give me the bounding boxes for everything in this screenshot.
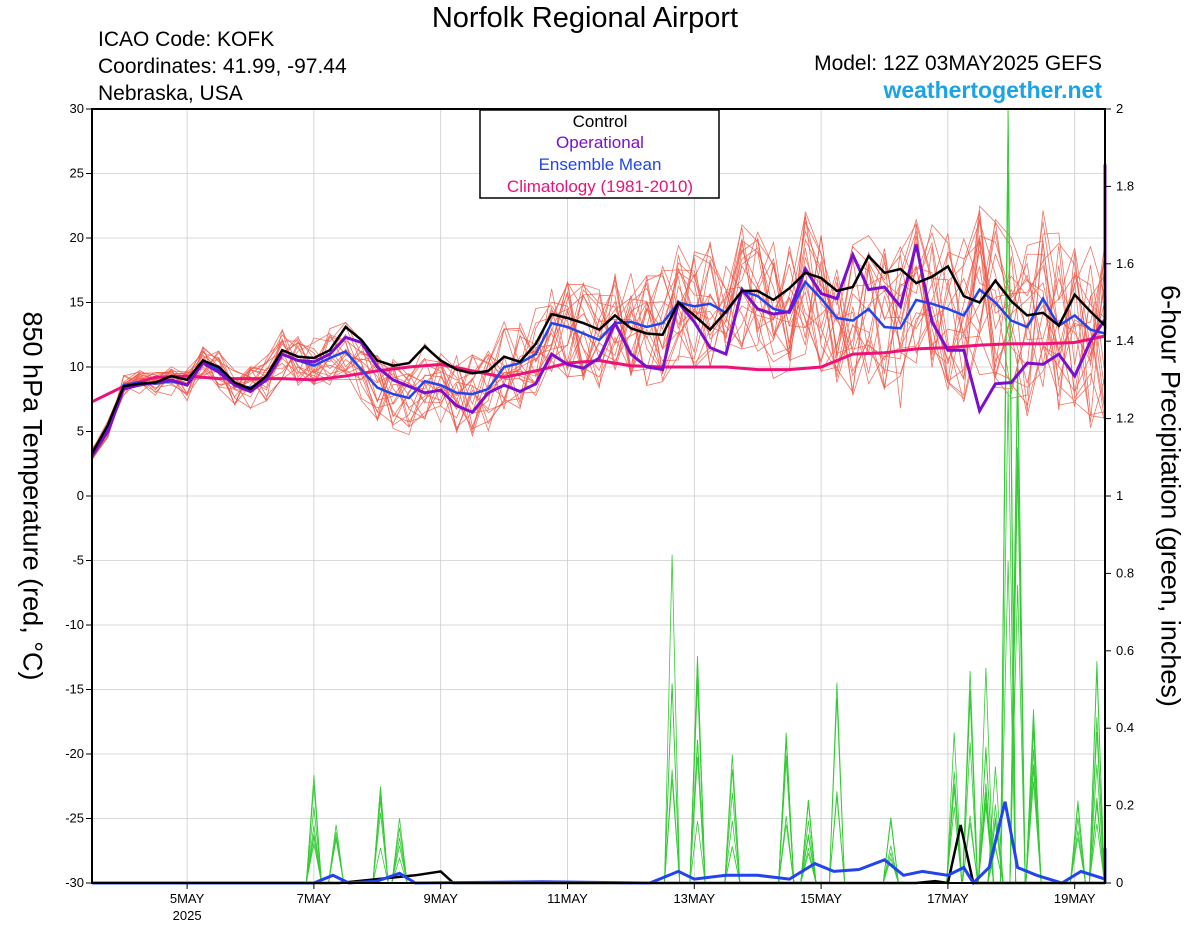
ensemble-mean-line (90, 279, 1107, 456)
right-tick-label: 1.8 (1116, 178, 1134, 193)
right-tick-label: 0.6 (1116, 643, 1134, 658)
left-tick-label: 10 (70, 359, 84, 374)
right-tick-label: 0.8 (1116, 565, 1134, 580)
legend-ensemble-mean: Ensemble Mean (539, 155, 662, 174)
axis-ticks: -30-25-20-15-10-505101520253000.20.40.60… (65, 101, 1134, 923)
region-label: Nebraska, USA (98, 82, 243, 105)
left-tick-label: -20 (65, 746, 84, 761)
temperature-member-line (91, 210, 1106, 451)
left-tick-label: 20 (70, 230, 84, 245)
temperature-member-line (91, 231, 1106, 461)
x-tick-label: 5MAY (170, 891, 205, 906)
left-tick-label: -25 (65, 811, 84, 826)
x-tick-label: 11MAY (547, 891, 588, 906)
left-tick-label: -15 (65, 682, 84, 697)
legend: Control Operational Ensemble Mean Climat… (479, 109, 720, 199)
left-tick-label: -5 (72, 553, 84, 568)
temperature-member-line (91, 220, 1106, 454)
precipitation-member-line (92, 584, 1106, 884)
legend-climatology: Climatology (1981-2010) (507, 177, 693, 196)
right-tick-label: 0.2 (1116, 798, 1134, 813)
left-tick-label: 15 (70, 295, 84, 310)
site-link[interactable]: weathertogether.net (883, 77, 1102, 103)
precip-mean-line (92, 801, 1107, 886)
left-tick-label: 5 (77, 424, 84, 439)
temperature-member-line (91, 205, 1106, 449)
coordinates-label: Coordinates: 41.99, -97.44 (98, 55, 347, 78)
climatology-line (91, 334, 1106, 404)
x-tick-label: 19MAY (1054, 891, 1096, 906)
legend-control: Control (573, 112, 628, 131)
x-tick-label: 9MAY (423, 891, 458, 906)
right-tick-label: 1.2 (1116, 411, 1134, 426)
x-tick-sublabel: 2025 (173, 908, 202, 923)
temperature-member-line (91, 222, 1106, 453)
right-tick-label: 0.4 (1116, 720, 1134, 735)
left-tick-label: 30 (70, 101, 84, 116)
left-tick-label: -30 (65, 875, 84, 890)
chart-title: Norfolk Regional Airport (431, 2, 739, 34)
control-line (90, 253, 1107, 455)
left-tick-label: -10 (65, 617, 84, 632)
operational-line (90, 164, 1107, 457)
temperature-member-line (91, 218, 1106, 461)
right-tick-label: 1.4 (1116, 333, 1134, 348)
temperature-member-line (91, 232, 1106, 450)
temperature-member-line (91, 216, 1106, 460)
x-tick-label: 7MAY (297, 891, 332, 906)
precipitation-member-line (92, 505, 1106, 884)
x-tick-label: 13MAY (673, 891, 715, 906)
precipitation-member-line (92, 386, 1106, 884)
right-tick-label: 2 (1116, 101, 1123, 116)
x-tick-label: 15MAY (800, 891, 842, 906)
gridlines (92, 108, 1105, 884)
precipitation-member-line (92, 389, 1106, 884)
left-tick-label: 0 (77, 488, 84, 503)
left-tick-label: 25 (70, 166, 84, 181)
right-tick-label: 1.6 (1116, 256, 1134, 271)
right-tick-label: 0 (1116, 875, 1123, 890)
right-tick-label: 1 (1116, 488, 1123, 503)
x-tick-label: 17MAY (927, 891, 969, 906)
legend-operational: Operational (556, 133, 644, 152)
model-run-label: Model: 12Z 03MAY2025 GEFS (814, 52, 1102, 75)
icao-code-label: ICAO Code: KOFK (98, 28, 275, 51)
temperature-member-line (91, 211, 1106, 460)
legend-box (479, 109, 720, 199)
